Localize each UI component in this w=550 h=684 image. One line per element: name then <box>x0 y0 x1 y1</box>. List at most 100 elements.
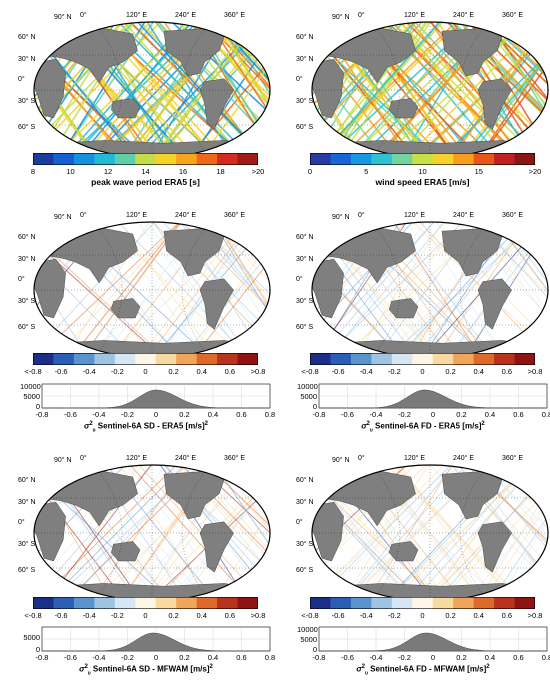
swath-track <box>342 465 456 601</box>
histogram-h6: 1000050000-0.8-0.6-0.4-0.200.20.40.60.8σ… <box>297 623 550 679</box>
colorbar-tick-label: 0.2 <box>168 367 179 376</box>
colorbar-tick-label: 0.2 <box>445 611 456 620</box>
swath-track <box>214 222 270 358</box>
colorbar-swatch <box>114 353 136 365</box>
colorbar-swatch <box>330 597 352 609</box>
colorbar-swatch <box>176 597 198 609</box>
lat-label: 30° S <box>296 98 314 105</box>
colorbar-swatch <box>473 153 495 165</box>
histogram-svg <box>318 626 548 652</box>
land-mass <box>388 541 419 562</box>
colorbar-swatch <box>155 353 177 365</box>
land-mass <box>110 298 141 319</box>
colorbar-tick-label: 0.2 <box>168 611 179 620</box>
lat-label: 30° N <box>296 256 314 263</box>
sup: 2 <box>366 421 370 427</box>
lat-label: 0° <box>18 276 25 283</box>
colorbar-swatch <box>217 353 239 365</box>
x-tick-label: -0.2 <box>121 410 134 419</box>
swath-track <box>352 222 445 358</box>
sigma-symbol: σ <box>84 421 90 431</box>
swath-track <box>191 222 270 358</box>
map-svg <box>311 21 549 159</box>
lat-label: 90° N <box>54 457 72 464</box>
colorbar-swatch <box>412 153 434 165</box>
colorbar-frame <box>33 353 258 365</box>
lat-label: 90° N <box>332 457 350 464</box>
x-tick-label: 0 <box>430 410 436 419</box>
colorbar-swatch <box>114 597 136 609</box>
x-tick-label: -0.6 <box>64 410 77 419</box>
colorbar-swatch <box>350 597 372 609</box>
lat-label: 90° N <box>332 14 350 21</box>
colorbar-swatch <box>53 353 75 365</box>
sigma-symbol: σ <box>361 421 367 431</box>
lat-label: 60° S <box>18 124 36 131</box>
colorbar-tick-label: <-0.8 <box>24 367 42 376</box>
colorbar-tick-label: 10 <box>418 167 427 176</box>
x-tick-label: 0.4 <box>207 653 219 662</box>
colorbar-swatch <box>135 353 157 365</box>
colorbar-tick-label: -0.2 <box>110 367 124 376</box>
colorbar-frame <box>310 353 535 365</box>
swath-track <box>420 222 506 358</box>
colorbar-swatch <box>73 153 95 165</box>
lat-label: 0° <box>296 76 303 83</box>
colorbar-tick-label: -0.4 <box>359 611 373 620</box>
x-tick-label: -0.6 <box>64 653 77 662</box>
colorbar-tick-label: <-0.8 <box>301 367 319 376</box>
x-tick-label: 0.4 <box>484 410 496 419</box>
colorbar-swatch <box>432 153 454 165</box>
histogram-h5: 5000 0 -0.8 -0.6 -0.4 -0.2 0 0.2 0.4 0.6 0.8 σ2υ Se… <box>20 623 275 679</box>
histogram-svg <box>41 626 271 652</box>
lat-label: 90° N <box>54 214 72 221</box>
colorbar-tick-label: >0.8 <box>527 611 543 620</box>
x-tick-label: -0.8 <box>312 653 326 662</box>
x-tick-label: 0.2 <box>456 653 467 662</box>
colorbar-tick-label: 0 <box>420 611 425 620</box>
colorbar-swatch <box>514 353 535 365</box>
lon-label: 240° E <box>453 455 475 462</box>
land-mass <box>312 58 344 119</box>
colorbar-period: 8 10 12 14 16 18 >20 peak wave period ERA5 [s] <box>31 153 264 193</box>
colorbar-frame <box>33 153 258 165</box>
y-tick-label: 5000 <box>300 392 317 401</box>
land-mass <box>477 78 512 130</box>
colorbar-tick-label: 12 <box>103 167 113 176</box>
lat-label: 60° S <box>18 567 36 574</box>
x-tick-label: 0.8 <box>541 653 550 662</box>
colorbar-swatch <box>217 153 239 165</box>
land-mass <box>34 501 66 562</box>
map-panel-p1: 0° 120° E 240° E 360° E 90° N 60° N 30° N 0° 30°… <box>18 12 278 165</box>
colorbar-swatch <box>310 597 331 609</box>
x-tick-label: 0.4 <box>484 653 496 662</box>
map-svg <box>33 464 271 602</box>
x-tick-label: -0.6 <box>341 410 354 419</box>
y-tick-label: 0 <box>312 402 317 411</box>
x-tick-label: 0.8 <box>264 410 276 419</box>
x-tick-label: 0.4 <box>207 410 219 419</box>
histogram-title: σ2υ Sentinel-6A SD - ERA5 [m/s]2 <box>20 421 272 433</box>
colorbar-tick-label: 0.6 <box>501 611 513 620</box>
colorbar-title: peak wave period ERA5 [s] <box>91 177 200 187</box>
lon-label: 360° E <box>224 212 246 219</box>
title-text: Sentinel-6A FD - MFWAM [m/s] <box>367 664 487 674</box>
sup: 2 <box>209 664 213 670</box>
swath-track <box>179 222 270 358</box>
colorbar-diff-6: <-0.8 -0.6 -0.4 -0.2 0 0.2 0.4 0.6 >0.8 <box>301 597 542 620</box>
lon-label: 360° E <box>502 455 524 462</box>
x-tick-label: 0 <box>153 410 159 419</box>
colorbar-swatch <box>412 353 434 365</box>
colorbar-swatch <box>155 153 177 165</box>
swath-track <box>137 222 245 358</box>
colorbar-tick-label: -0.4 <box>359 367 373 376</box>
x-tick-label: 0 <box>430 653 436 662</box>
lon-label: 360° E <box>224 455 246 462</box>
swath-track <box>143 465 248 601</box>
lat-label: 30° N <box>18 256 36 263</box>
colorbar-tick-label: 15 <box>474 167 483 176</box>
sup: 2 <box>204 421 208 427</box>
lon-label: 120° E <box>404 12 426 19</box>
y-tick-label: 10000 <box>297 382 318 391</box>
lon-label: 360° E <box>502 12 524 19</box>
